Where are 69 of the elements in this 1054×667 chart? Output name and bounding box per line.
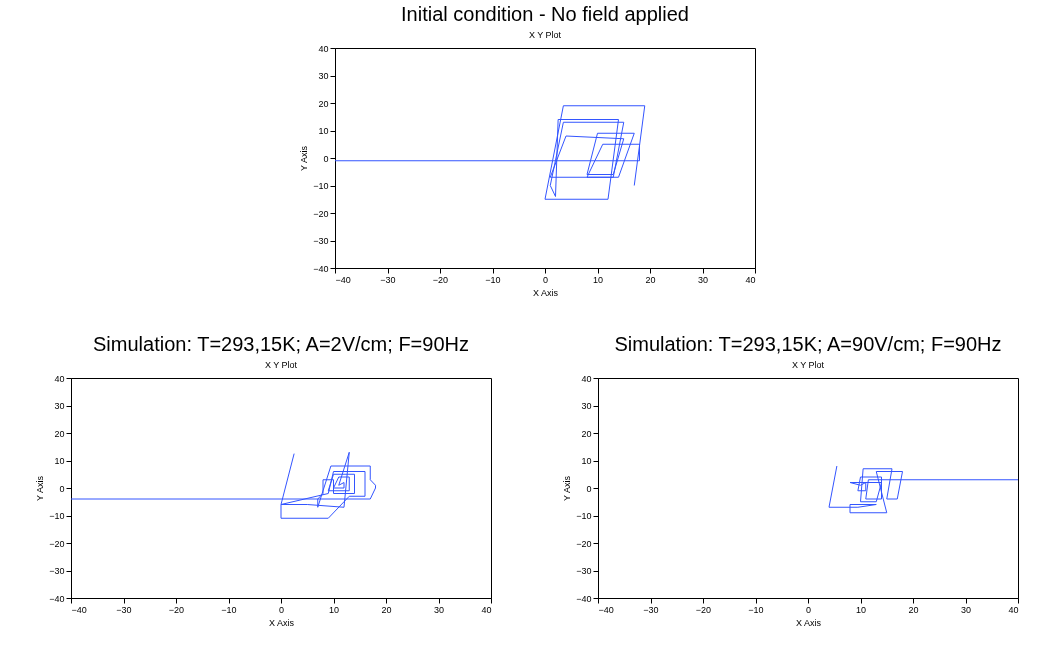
x-tick-label: −30 [116, 604, 132, 615]
x-tick-label: −40 [71, 604, 87, 615]
y-tick-label: −30 [576, 566, 592, 576]
y-tick-label: 0 [322, 153, 328, 164]
x-tick-label: −40 [335, 274, 351, 285]
x-tick-label: 10 [592, 274, 603, 285]
x-tick-label: 0 [805, 604, 812, 615]
x-tick-label: 10 [328, 604, 340, 615]
y-tick-label: 30 [317, 71, 328, 81]
y-tick-label: 20 [317, 98, 328, 109]
x-axis-title: X Axis [532, 287, 558, 298]
line-series [70, 451, 376, 519]
y-tick-label: −20 [49, 538, 65, 549]
y-tick-label: 10 [317, 126, 328, 136]
y-tick-label: 10 [54, 456, 65, 466]
chart-subtitle: X Y Plot [791, 360, 825, 370]
y-tick-label: −20 [576, 538, 592, 549]
x-tick-label: −30 [379, 274, 396, 285]
chart-title: Initial condition - No field applied [400, 3, 689, 25]
y-tick-label: 40 [54, 373, 65, 384]
y-tick-label: −10 [576, 511, 592, 521]
y-tick-label: 30 [581, 401, 592, 411]
x-tick-label: −40 [598, 604, 614, 615]
y-tick-label: −10 [312, 181, 328, 191]
chart-title: Simulation: T=293,15K; A=2V/cm; F=90Hz [93, 333, 469, 355]
chart-title: Simulation: T=293,15K; A=90V/cm; F=90Hz [614, 333, 1002, 355]
y-tick-label: −20 [312, 208, 328, 219]
y-tick-label: −30 [49, 566, 65, 576]
line-series [828, 465, 1019, 514]
x-axis-title: X Axis [268, 617, 295, 628]
y-tick-label: 0 [586, 483, 592, 494]
y-tick-label: −40 [312, 263, 328, 274]
x-tick-label: 40 [744, 274, 755, 285]
x-tick-label: −20 [695, 604, 712, 615]
x-tick-label: 0 [542, 274, 548, 285]
x-tick-label: −10 [748, 604, 764, 615]
y-tick-label: 20 [54, 428, 65, 439]
x-tick-label: −10 [221, 604, 237, 615]
y-tick-label: 20 [581, 428, 592, 439]
x-tick-label: −30 [643, 604, 659, 615]
line-series [334, 105, 645, 200]
y-tick-label: −30 [312, 236, 328, 246]
x-tick-label: 0 [278, 604, 285, 615]
y-tick-label: −40 [576, 593, 592, 604]
y-tick-label: 40 [317, 43, 328, 54]
y-tick-label: −40 [49, 593, 65, 604]
y-tick-label: 30 [54, 401, 65, 411]
x-tick-label: 30 [960, 604, 972, 615]
x-tick-label: 40 [481, 604, 492, 615]
chart-subtitle: X Y Plot [264, 360, 298, 370]
y-axis-title: Y Axis [298, 145, 309, 171]
x-tick-label: 20 [644, 274, 656, 285]
x-tick-label: −20 [168, 604, 185, 615]
x-tick-label: 20 [381, 604, 392, 615]
y-axis-title: Y Axis [35, 475, 46, 501]
x-tick-label: −20 [432, 274, 448, 285]
x-tick-label: 30 [433, 604, 445, 615]
x-tick-label: 40 [1008, 604, 1019, 615]
y-tick-label: −10 [49, 511, 65, 521]
x-axis-title: X Axis [795, 617, 822, 628]
chart-subtitle: X Y Plot [528, 30, 562, 40]
y-tick-label: 40 [581, 373, 592, 384]
x-tick-label: −10 [484, 274, 501, 285]
x-tick-label: 10 [855, 604, 867, 615]
x-tick-label: 30 [697, 274, 708, 285]
x-tick-label: 20 [908, 604, 919, 615]
y-tick-label: 10 [581, 456, 592, 466]
y-tick-label: 0 [59, 483, 65, 494]
y-axis-title: Y Axis [562, 475, 573, 501]
